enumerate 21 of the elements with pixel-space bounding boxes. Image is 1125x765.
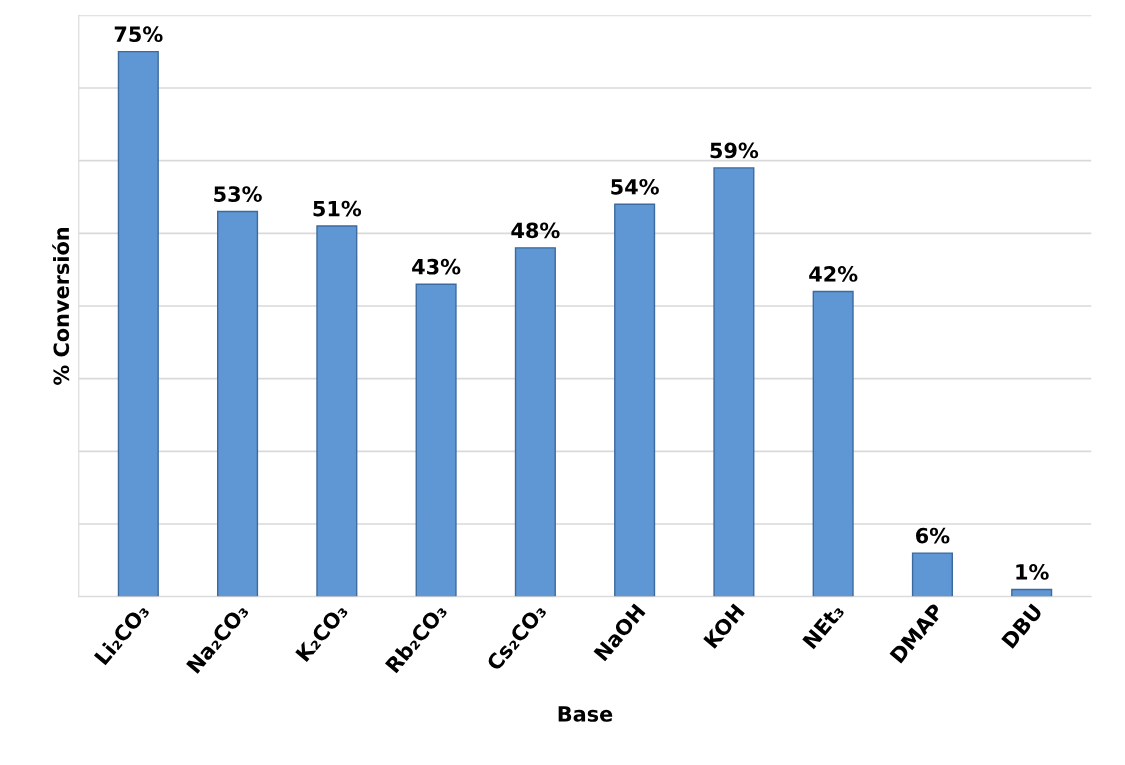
data-label: 53%	[214, 186, 262, 202]
x-axis-title: Base	[558, 706, 613, 722]
data-label: 75%	[114, 26, 163, 43]
bar	[217, 210, 259, 597]
bar	[514, 247, 556, 597]
data-label: 1%	[1016, 564, 1049, 580]
bar	[316, 225, 358, 597]
bar	[812, 290, 854, 597]
bar	[117, 50, 159, 597]
bar	[713, 167, 755, 597]
data-label: 54%	[611, 178, 659, 195]
bar	[415, 283, 457, 597]
data-label: 42%	[809, 266, 858, 282]
y-axis-title: % Conversión	[52, 228, 70, 385]
data-label: 48%	[511, 222, 560, 239]
data-label: 6%	[916, 527, 950, 544]
data-label: 59%	[710, 142, 759, 159]
data-label: 43%	[412, 258, 461, 275]
bar	[911, 552, 953, 597]
bar	[614, 203, 656, 597]
data-label: 51%	[313, 200, 362, 217]
